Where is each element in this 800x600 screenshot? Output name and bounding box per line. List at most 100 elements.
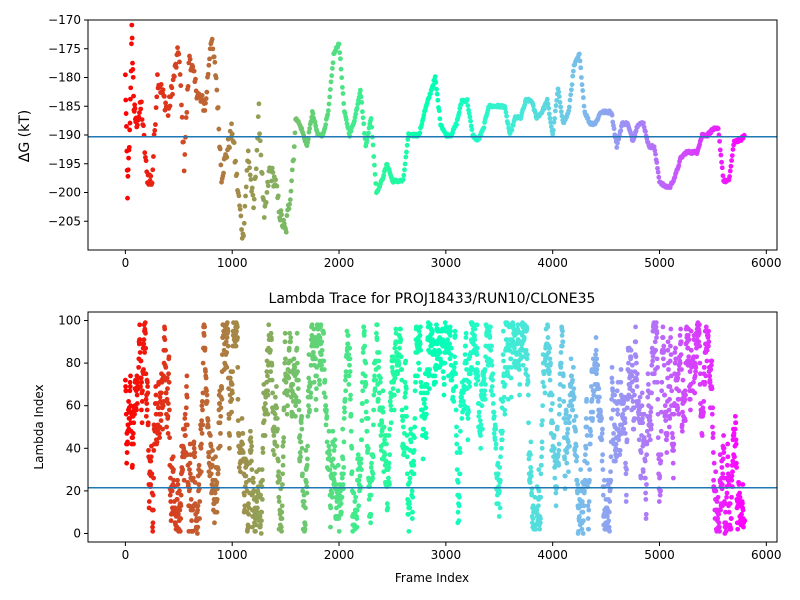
- delta-g-points: [122, 22, 747, 241]
- lambda-point: [464, 367, 469, 372]
- delta-g-point: [546, 105, 552, 111]
- lambda-point: [377, 379, 383, 385]
- lambda-point: [662, 392, 668, 398]
- lambda-point: [360, 350, 366, 355]
- lambda-point: [633, 324, 638, 330]
- lambda-point: [174, 497, 180, 502]
- lambda-point: [217, 420, 223, 426]
- delta-g-point: [203, 96, 209, 102]
- lambda-point: [410, 509, 415, 515]
- delta-g-point: [178, 83, 184, 89]
- lambda-point: [547, 356, 553, 362]
- lambda-point: [734, 465, 740, 470]
- lambda-point: [187, 441, 193, 447]
- lambda-point: [377, 390, 382, 396]
- lambda-point: [150, 507, 156, 513]
- lambda-point: [282, 339, 288, 345]
- lambda-point: [573, 458, 579, 464]
- delta-g-point: [310, 111, 316, 117]
- lambda-point: [625, 396, 631, 402]
- lambda-point: [672, 371, 678, 377]
- lambda-point: [672, 360, 678, 366]
- y-tick-label: 80: [66, 356, 81, 370]
- lambda-point: [403, 386, 409, 392]
- lambda-point: [538, 471, 544, 477]
- delta-g-point: [359, 99, 365, 105]
- delta-g-point: [253, 166, 259, 172]
- delta-g-point: [503, 109, 509, 115]
- lambda-point: [685, 333, 691, 338]
- lambda-point: [557, 382, 563, 387]
- lambda-point: [573, 443, 579, 449]
- lambda-point: [286, 345, 292, 351]
- lambda-point: [200, 360, 206, 366]
- lambda-point: [191, 439, 197, 445]
- lambda-point: [705, 333, 711, 338]
- lambda-point: [369, 460, 374, 466]
- delta-g-point: [274, 183, 280, 189]
- delta-g-point: [175, 45, 180, 51]
- lambda-point: [732, 413, 738, 419]
- lambda-point: [542, 390, 548, 396]
- y-tick-label: −195: [48, 157, 81, 171]
- delta-g-point: [229, 131, 235, 137]
- lambda-point: [551, 433, 557, 438]
- lambda-point: [502, 382, 508, 387]
- lambda-point: [275, 426, 280, 432]
- lambda-point: [284, 411, 290, 417]
- lambda-point: [442, 320, 448, 326]
- lambda-point: [268, 330, 274, 336]
- delta-g-point: [553, 103, 559, 108]
- lambda-point: [138, 384, 143, 389]
- delta-g-point: [720, 173, 726, 179]
- delta-g-point: [127, 96, 133, 102]
- lambda-point: [659, 409, 664, 415]
- delta-g-point: [191, 68, 197, 74]
- lambda-point: [624, 467, 629, 472]
- lambda-point: [199, 430, 205, 436]
- lambda-point: [735, 526, 741, 532]
- delta-g-point: [203, 100, 208, 106]
- delta-g-point: [353, 111, 359, 117]
- delta-g-point: [173, 64, 179, 70]
- lambda-point: [474, 345, 480, 351]
- lambda-point: [449, 345, 454, 351]
- lambda-point: [338, 501, 344, 507]
- lambda-point: [201, 333, 207, 338]
- lambda-point: [459, 416, 465, 421]
- delta-g-point: [357, 87, 363, 93]
- lambda-point: [265, 388, 271, 394]
- lambda-point: [512, 345, 517, 351]
- lambda-point: [538, 462, 544, 468]
- lambda-point: [618, 367, 624, 372]
- x-tick-label: 4000: [537, 256, 568, 270]
- delta-g-point: [559, 113, 565, 119]
- lambda-point: [732, 454, 737, 460]
- delta-g-point: [633, 128, 639, 134]
- lambda-point: [236, 465, 242, 470]
- lambda-point: [264, 369, 270, 375]
- delta-g-point: [126, 155, 131, 161]
- lambda-point: [335, 462, 341, 468]
- lambda-point: [668, 335, 674, 340]
- lambda-point: [340, 482, 346, 487]
- lambda-point: [634, 377, 640, 383]
- delta-g-point: [122, 72, 128, 78]
- delta-g-point: [233, 158, 238, 164]
- lambda-point: [548, 407, 554, 413]
- lambda-point: [203, 375, 209, 381]
- lambda-point: [551, 445, 557, 451]
- lambda-point: [615, 407, 620, 413]
- lambda-point: [679, 422, 685, 428]
- delta-g-point: [502, 106, 508, 111]
- delta-g-point: [337, 50, 343, 56]
- lambda-point: [258, 531, 264, 536]
- delta-g-point: [214, 87, 220, 93]
- lambda-point: [339, 475, 345, 481]
- lambda-point: [595, 399, 601, 404]
- lambda-point: [297, 458, 303, 464]
- lambda-point: [166, 354, 172, 360]
- lambda-point: [725, 441, 731, 447]
- lambda-point: [564, 450, 570, 455]
- lambda-point: [430, 337, 436, 343]
